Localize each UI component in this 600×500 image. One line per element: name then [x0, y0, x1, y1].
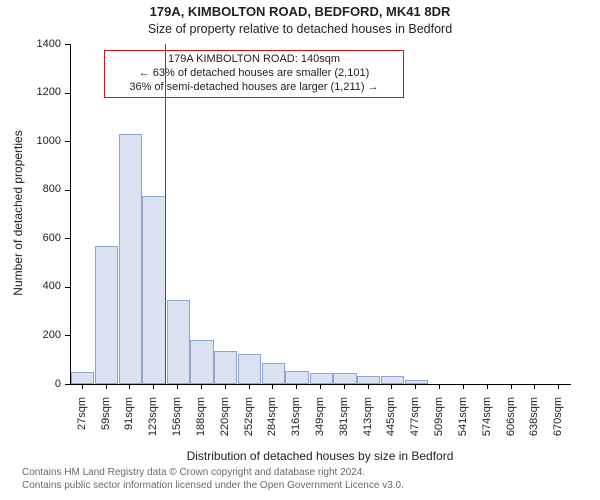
x-tick-label: 188sqm [195, 397, 207, 457]
x-tick-label: 606sqm [505, 397, 517, 457]
x-tick-label: 413sqm [362, 397, 374, 457]
y-tick [65, 335, 70, 336]
x-tick-label: 252sqm [243, 397, 255, 457]
y-tick [65, 190, 70, 191]
x-tick-label: 638sqm [528, 397, 540, 457]
x-tick-label: 156sqm [171, 397, 183, 457]
x-tick [272, 384, 273, 389]
x-tick [225, 384, 226, 389]
x-tick-label: 670sqm [552, 397, 564, 457]
annotation-box: 179A KIMBOLTON ROAD: 140sqm← 63% of deta… [104, 50, 404, 98]
x-tick-label: 509sqm [433, 397, 445, 457]
x-tick [391, 384, 392, 389]
x-tick-label: 27sqm [76, 397, 88, 457]
x-tick [249, 384, 250, 389]
y-tick-label: 400 [21, 280, 61, 292]
x-tick [296, 384, 297, 389]
x-tick-label: 541sqm [457, 397, 469, 457]
y-tick [65, 44, 70, 45]
histogram-bar [262, 363, 285, 384]
x-tick [558, 384, 559, 389]
x-tick [463, 384, 464, 389]
histogram-bar [238, 354, 261, 384]
histogram-bar [381, 376, 404, 385]
y-tick [65, 93, 70, 94]
histogram-bar [285, 371, 308, 384]
footer-line: Contains HM Land Registry data © Crown c… [22, 467, 404, 480]
x-tick [368, 384, 369, 389]
x-tick [82, 384, 83, 389]
x-tick [153, 384, 154, 389]
histogram-bar [190, 340, 213, 384]
x-tick-label: 284sqm [266, 397, 278, 457]
histogram-bar [119, 134, 142, 384]
y-tick-label: 1400 [21, 38, 61, 50]
x-tick-label: 91sqm [123, 397, 135, 457]
histogram-bar [310, 373, 333, 384]
footer-attribution: Contains HM Land Registry data © Crown c… [22, 467, 404, 492]
x-tick [320, 384, 321, 389]
y-tick-label: 200 [21, 329, 61, 341]
x-tick [129, 384, 130, 389]
histogram-bar [333, 373, 356, 384]
footer-line: Contains public sector information licen… [22, 480, 404, 493]
y-tick-label: 1200 [21, 86, 61, 98]
y-tick-label: 600 [21, 232, 61, 244]
x-tick-label: 349sqm [314, 397, 326, 457]
x-tick-label: 220sqm [219, 397, 231, 457]
x-tick-label: 574sqm [481, 397, 493, 457]
histogram-bar [214, 351, 237, 384]
histogram-bar [142, 196, 165, 384]
y-tick-label: 1000 [21, 135, 61, 147]
main-title: 179A, KIMBOLTON ROAD, BEDFORD, MK41 8DR [0, 4, 600, 19]
x-tick-label: 316sqm [290, 397, 302, 457]
y-tick [65, 384, 70, 385]
x-tick [106, 384, 107, 389]
x-tick-label: 477sqm [409, 397, 421, 457]
x-tick [415, 384, 416, 389]
histogram-bar [71, 372, 94, 384]
histogram-bar [357, 376, 380, 385]
histogram-bar [95, 246, 118, 384]
x-tick-label: 445sqm [385, 397, 397, 457]
y-tick [65, 141, 70, 142]
x-tick [177, 384, 178, 389]
histogram-bar [167, 300, 190, 384]
y-tick-label: 0 [21, 378, 61, 390]
x-tick-label: 381sqm [338, 397, 350, 457]
x-tick [534, 384, 535, 389]
sub-title: Size of property relative to detached ho… [0, 22, 600, 36]
x-tick [344, 384, 345, 389]
histogram-bar [405, 380, 428, 384]
x-tick [439, 384, 440, 389]
y-tick [65, 287, 70, 288]
annotation-line: ← 63% of detached houses are smaller (2,… [109, 67, 399, 81]
x-tick [487, 384, 488, 389]
x-tick [201, 384, 202, 389]
annotation-line: 36% of semi-detached houses are larger (… [109, 81, 399, 95]
y-tick [65, 238, 70, 239]
annotation-line: 179A KIMBOLTON ROAD: 140sqm [109, 53, 399, 67]
x-tick-label: 59sqm [100, 397, 112, 457]
x-tick-label: 123sqm [147, 397, 159, 457]
y-tick-label: 800 [21, 183, 61, 195]
x-tick [511, 384, 512, 389]
